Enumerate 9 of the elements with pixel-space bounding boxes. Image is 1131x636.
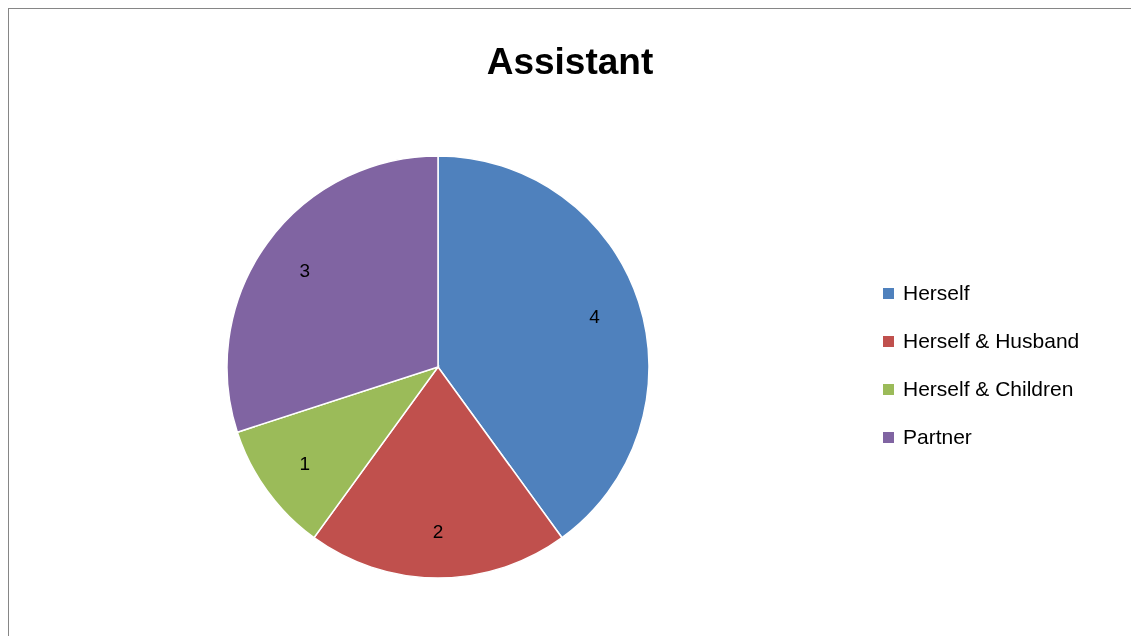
legend-label: Herself: [903, 281, 970, 305]
legend-label: Herself & Husband: [903, 329, 1080, 353]
data-label: 4: [589, 305, 601, 327]
data-label: 1: [299, 453, 311, 475]
legend-label: Partner: [903, 425, 972, 449]
chart-title: Assistant: [486, 41, 654, 82]
legend-label: Herself & Children: [903, 377, 1074, 401]
data-label: 3: [299, 259, 311, 281]
data-label: 2: [432, 521, 444, 543]
